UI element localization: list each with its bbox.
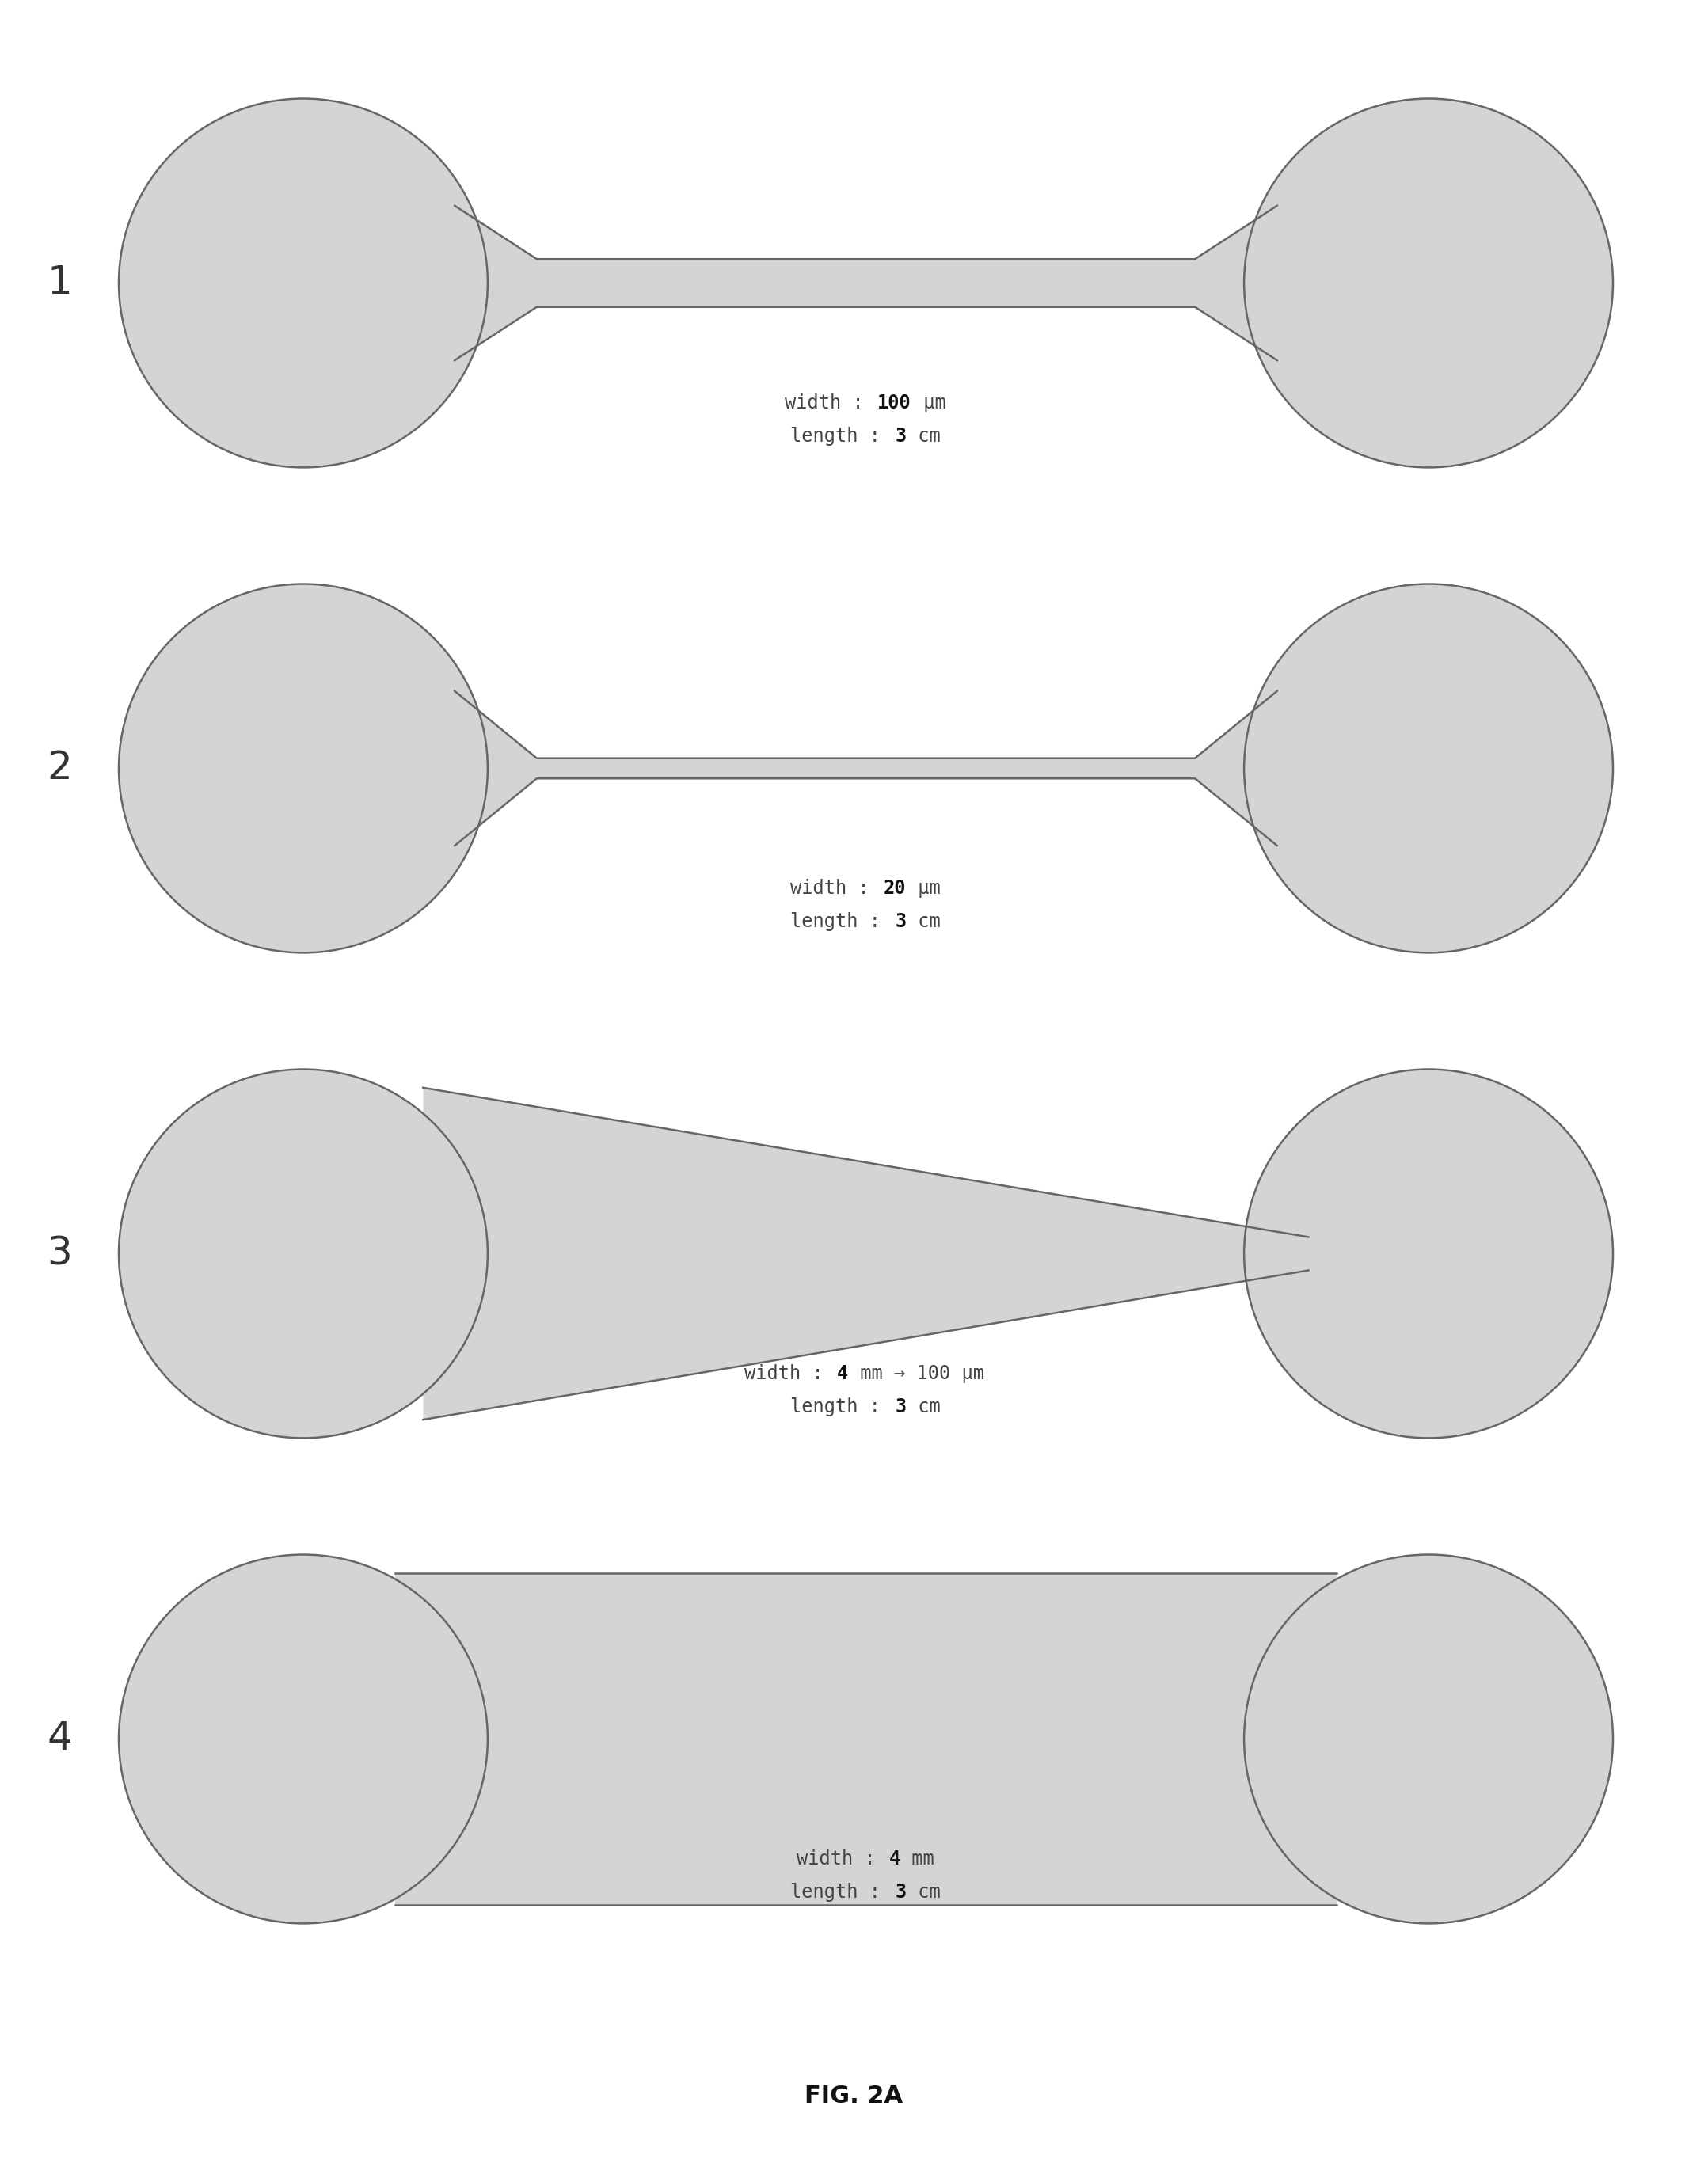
Text: cm: cm	[907, 913, 941, 930]
Circle shape	[1243, 1069, 1612, 1438]
Polygon shape	[454, 205, 1278, 361]
Text: cm: cm	[907, 1397, 941, 1417]
Text: FIG. 2A: FIG. 2A	[804, 2085, 904, 2107]
Text: μm: μm	[912, 394, 946, 413]
Text: mm: mm	[900, 1849, 934, 1869]
Text: μm: μm	[907, 878, 941, 898]
Text: 3: 3	[895, 426, 907, 446]
Circle shape	[1243, 584, 1612, 952]
Circle shape	[120, 584, 488, 952]
Text: width :: width :	[745, 1365, 835, 1382]
Text: 100: 100	[878, 394, 912, 413]
Circle shape	[1243, 1555, 1612, 1923]
Text: 4: 4	[890, 1849, 900, 1869]
Text: length :: length :	[791, 1882, 892, 1901]
Text: length :: length :	[791, 426, 892, 446]
Text: cm: cm	[907, 426, 941, 446]
Text: 1: 1	[46, 264, 72, 303]
Text: 3: 3	[895, 1397, 907, 1417]
Circle shape	[120, 99, 488, 467]
Text: width :: width :	[784, 394, 874, 413]
Text: width :: width :	[791, 878, 881, 898]
Text: cm: cm	[907, 1882, 941, 1901]
Polygon shape	[454, 690, 1278, 846]
Text: mm → 100 μm: mm → 100 μm	[849, 1365, 984, 1382]
Text: 2: 2	[46, 748, 72, 787]
Text: 3: 3	[895, 913, 907, 930]
Text: width :: width :	[796, 1849, 886, 1869]
Circle shape	[120, 1069, 488, 1438]
Polygon shape	[396, 1573, 1336, 1906]
Circle shape	[120, 1555, 488, 1923]
Text: 3: 3	[46, 1235, 72, 1272]
Circle shape	[1243, 99, 1612, 467]
Text: length :: length :	[791, 913, 892, 930]
Polygon shape	[424, 1088, 1308, 1419]
Text: 4: 4	[837, 1365, 849, 1382]
Text: 4: 4	[46, 1720, 72, 1759]
Text: length :: length :	[791, 1397, 892, 1417]
Text: 3: 3	[895, 1882, 907, 1901]
Text: 20: 20	[883, 878, 905, 898]
